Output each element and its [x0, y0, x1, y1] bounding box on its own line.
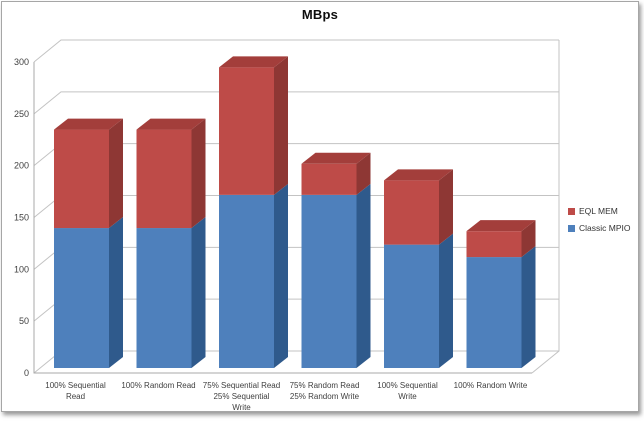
bar-segment-classic-mpio-side: [521, 246, 536, 368]
bar-segment-classic-mpio: [384, 244, 439, 368]
bar-segment-eql-mem-top: [384, 169, 453, 181]
y-axis-tick-label: 200: [14, 161, 29, 171]
legend-swatch-blue: [568, 224, 575, 232]
bar-segment-classic-mpio: [301, 194, 357, 368]
legend-label: EQL MEM: [579, 206, 618, 216]
bar-segment-eql-mem-side: [521, 220, 536, 258]
gridline: [33, 91, 559, 115]
y-axis-tick-label: 50: [19, 316, 29, 326]
legend-item-classic-mpio: Classic MPIO: [568, 223, 630, 233]
bar-segment-classic-mpio-side: [109, 217, 123, 368]
category-label: Read: [66, 392, 85, 401]
bar-segment-eql-mem-side: [356, 152, 371, 195]
bar-segment-eql-mem: [54, 129, 109, 229]
bar-segment-eql-mem-top: [466, 220, 536, 232]
gridline: [33, 39, 559, 63]
bar-segment-eql-mem-top: [136, 118, 206, 130]
bar-segment-eql-mem: [301, 163, 357, 195]
bar-segment-classic-mpio: [136, 228, 192, 368]
legend-item-eql-mem: EQL MEM: [568, 206, 630, 216]
bar-segment-eql-mem: [219, 67, 274, 195]
bar-segment-eql-mem-top: [301, 152, 371, 164]
bar-segment-classic-mpio-side: [191, 217, 206, 368]
y-axis-tick-label: 150: [14, 213, 29, 223]
bar-segment-eql-mem: [466, 231, 522, 258]
bar-segment-classic-mpio: [219, 194, 274, 368]
axis-lines: [33, 62, 532, 374]
category-label: Write: [232, 403, 251, 411]
bar-segment-classic-mpio-side: [439, 233, 453, 368]
bar-segment-eql-mem-side: [439, 169, 453, 245]
bar-segment-eql-mem-side: [109, 118, 123, 229]
bar-segment-eql-mem-top: [219, 56, 288, 68]
stacked-bar-chart: 0 50 100 150 200 250 300 100% Sequential Read 100…: [14, 39, 560, 411]
bar-segment-eql-mem-top: [54, 118, 123, 130]
y-axis-tick-label: 100: [14, 264, 29, 274]
bar-segment-eql-mem: [384, 180, 439, 245]
category-label: 100% Sequential: [45, 381, 106, 390]
legend-swatch-red: [568, 207, 575, 215]
chart-image-frame: MBps 0 50 100 150 200 250 300 100% Sequential Re…: [1, 1, 639, 412]
y-axis-tick-label: 300: [14, 57, 29, 67]
category-label: 25% Random Write: [290, 392, 360, 401]
wall-right-edge: [531, 40, 560, 374]
bar-segment-classic-mpio: [54, 228, 109, 368]
bar-segment-classic-mpio-side: [356, 183, 371, 368]
chart-legend: EQL MEM Classic MPIO: [568, 206, 630, 240]
category-label: Write: [398, 392, 417, 401]
category-label: 100% Random Read: [121, 381, 195, 390]
category-label: 25% Sequential: [213, 392, 269, 401]
bar-segment-eql-mem-side: [191, 118, 206, 229]
bar-segment-classic-mpio: [466, 257, 522, 368]
y-axis-tick-label: 0: [24, 368, 29, 378]
chart-title: MBps: [301, 7, 339, 22]
y-axis-tick-label: 250: [14, 109, 29, 119]
legend-label: Classic MPIO: [579, 223, 631, 233]
bar-segment-eql-mem: [136, 129, 192, 229]
category-label: 100% Sequential: [377, 381, 438, 390]
bar-segment-eql-mem-side: [274, 56, 288, 195]
category-label: 75% Sequential Read: [203, 381, 280, 390]
category-label: 100% Random Write: [454, 381, 528, 390]
category-label: 75% Random Read: [290, 381, 360, 390]
bar-segment-classic-mpio-side: [274, 183, 288, 368]
